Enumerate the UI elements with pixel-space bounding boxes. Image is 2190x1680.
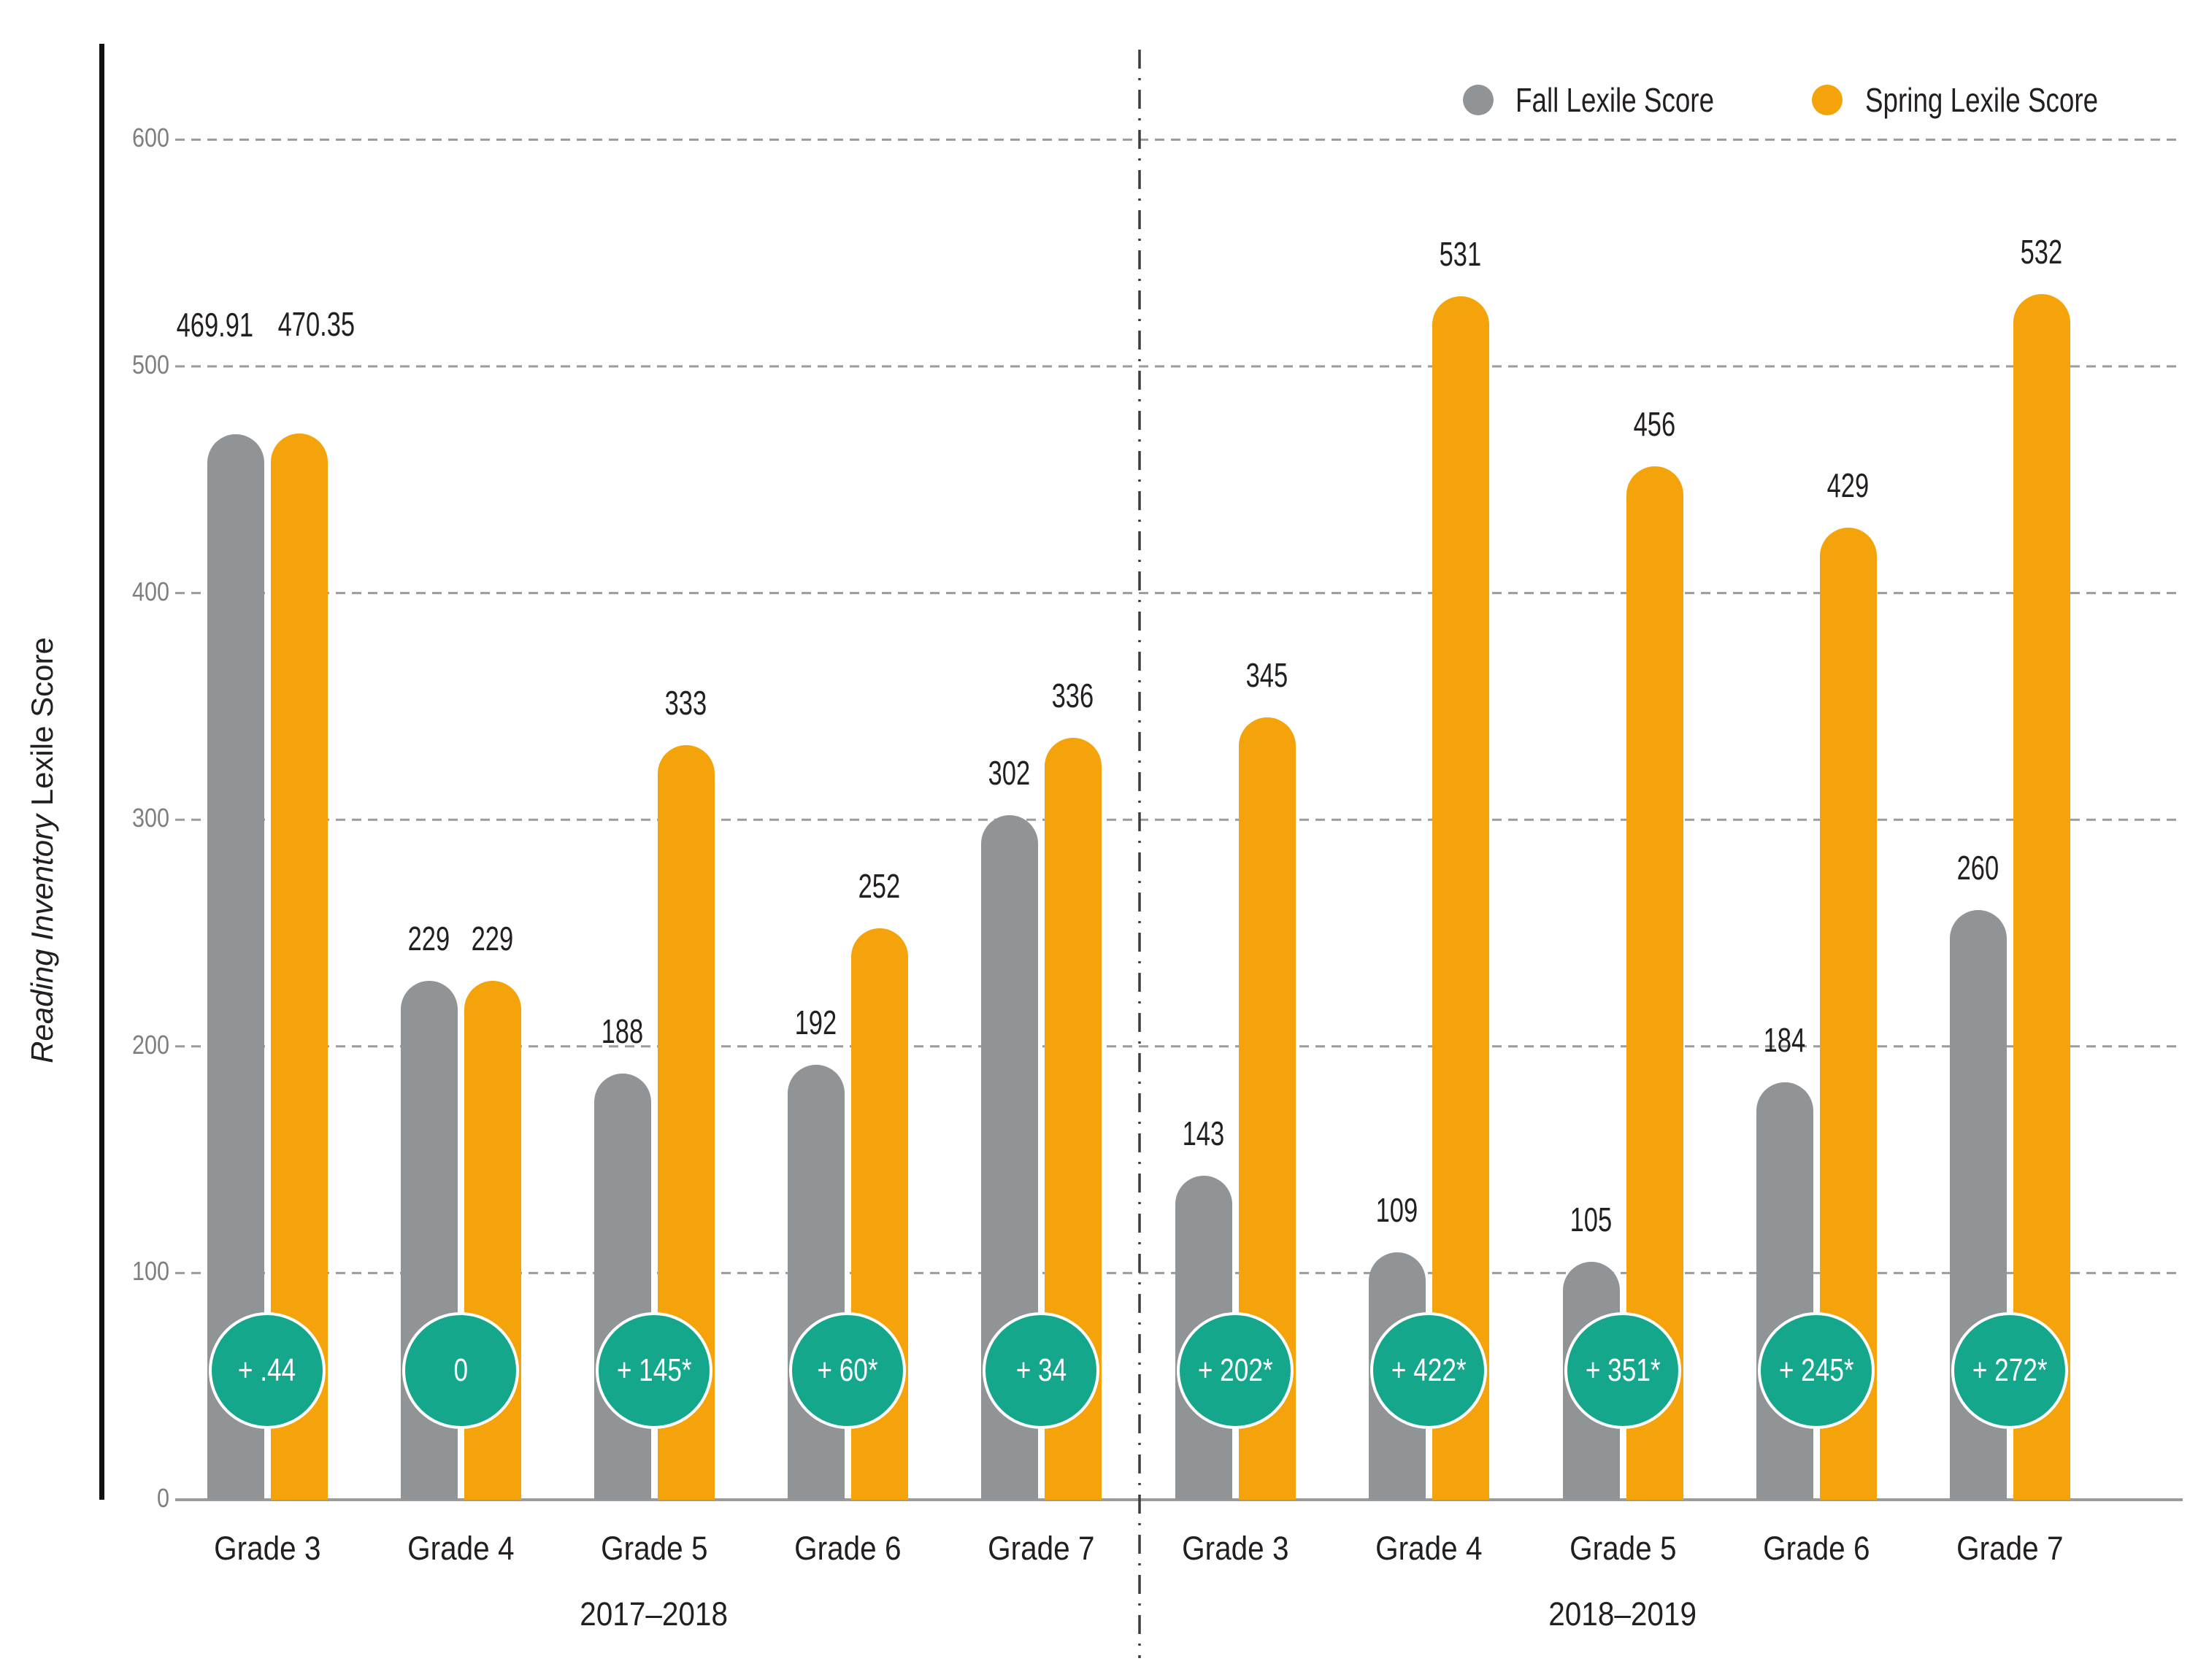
x-label-2017–2018-Grade 3: Grade 3 [213,1530,321,1567]
fall-bar-2018–2019-Grade 6 [1756,1082,1813,1500]
spring-value-label: 456 [1633,404,1676,443]
fall-value-label: 188 [601,1012,644,1051]
spring-bar-2018–2019-Grade 7 [2013,293,2070,1500]
spring-value-label: 532 [2020,232,2063,271]
fall-bar-2017–2018-Grade 5 [593,1074,651,1500]
spring-bar-2018–2019-Grade 4 [1432,296,1489,1500]
gain-circle-2018–2019-Grade 6: + 245* [1758,1312,1875,1429]
x-label-2018–2019-Grade 3: Grade 3 [1181,1530,1289,1567]
fall-bar-2017–2018-Grade 6 [787,1064,845,1500]
gain-circle-2017–2018-Grade 7: + 34 [983,1312,1099,1429]
gain-circle-2017–2018-Grade 6: + 60* [789,1312,906,1429]
fall-value-label: 105 [1570,1200,1613,1238]
spring-value-label: 333 [664,683,707,722]
gain-circle-2017–2018-Grade 5: + 145* [596,1312,712,1429]
x-label-2017–2018-Grade 6: Grade 6 [794,1530,902,1567]
x-label-2018–2019-Grade 7: Grade 7 [1956,1530,2064,1567]
gain-circle-2018–2019-Grade 5: + 351* [1564,1312,1681,1429]
gain-circle-2018–2019-Grade 3: + 202* [1177,1312,1294,1429]
spring-value-label: 429 [1826,466,1870,504]
spring-legend-dot-icon [1812,85,1843,115]
y-tick-600: 600 [131,123,169,153]
fall-legend-label: Fall Lexile Score [1515,81,1715,119]
y-tick-400: 400 [131,576,169,606]
fall-value-label: 143 [1182,1114,1225,1152]
fall-value-label: 192 [794,1003,837,1041]
y-tick-200: 200 [131,1029,169,1060]
x-label-2017–2018-Grade 7: Grade 7 [987,1530,1095,1567]
x-label-2018–2019-Grade 4: Grade 4 [1375,1530,1483,1567]
gain-circle-2018–2019-Grade 7: + 272* [1951,1312,2068,1429]
fall-value-label: 469.91 [176,306,254,344]
y-axis-line [99,44,104,1500]
gain-circle-2017–2018-Grade 3: + .44 [209,1312,326,1429]
spring-value-label: 531 [1439,234,1482,273]
fall-legend-dot-icon [1463,85,1494,115]
spring-value-label: 345 [1245,656,1288,695]
spring-value-label: 229 [471,919,514,957]
spring-value-label: 336 [1051,677,1094,715]
fall-value-label: 302 [988,753,1031,792]
y-tick-500: 500 [131,350,169,379]
gain-circle-2018–2019-Grade 4: + 422* [1370,1312,1487,1429]
fall-value-label: 184 [1763,1021,1806,1060]
fall-value-label: 260 [1956,849,1999,887]
y-tick-100: 100 [131,1256,169,1287]
spring-value-label: 252 [858,867,901,906]
x-label-2018–2019-Grade 5: Grade 5 [1569,1530,1677,1567]
fall-value-label: 109 [1375,1191,1418,1230]
year-label-2018–2019: 2018–2019 [1548,1595,1697,1633]
x-label-2017–2018-Grade 5: Grade 5 [600,1530,708,1567]
y-tick-0: 0 [156,1483,169,1513]
x-label-2017–2018-Grade 4: Grade 4 [407,1530,515,1567]
gain-circle-2017–2018-Grade 4: 0 [402,1312,519,1429]
spring-legend-label: Spring Lexile Score [1865,81,2099,119]
x-label-2018–2019-Grade 6: Grade 6 [1762,1530,1870,1567]
y-tick-300: 300 [131,803,169,833]
year-label-2017–2018: 2017–2018 [580,1595,729,1633]
fall-value-label: 229 [407,919,450,957]
spring-value-label: 470.35 [277,305,356,344]
